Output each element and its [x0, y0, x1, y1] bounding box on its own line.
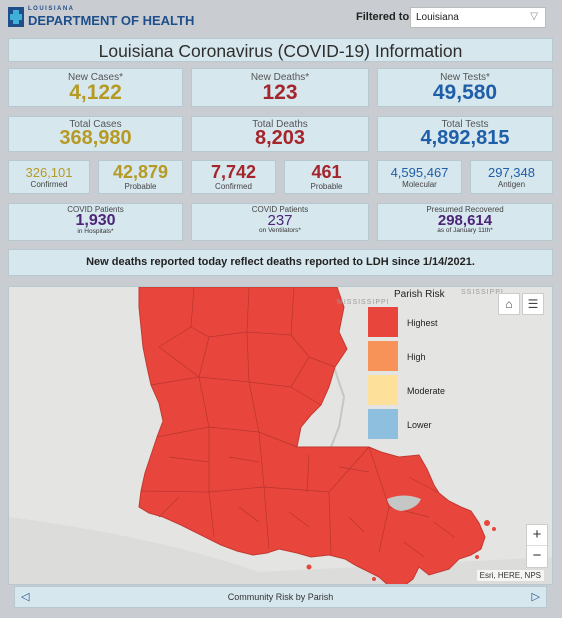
- cases-probable-value: 42,879: [112, 162, 169, 182]
- total-cases-card[interactable]: Total Cases 368,980: [8, 116, 183, 152]
- tests-antigen-label: Antigen: [497, 180, 526, 189]
- parish-risk-map[interactable]: MISSISSIPPI SSISSIPPI Parish Risk Highes…: [8, 286, 553, 585]
- new-cases-card[interactable]: New Cases* 4,122: [8, 68, 183, 107]
- ldh-logo-mark-icon: [8, 7, 24, 27]
- ventilator-card[interactable]: COVID Patients 237 on Ventilators*: [191, 203, 369, 241]
- hospital-value: 1,930: [75, 212, 116, 229]
- new-deaths-value: 123: [262, 81, 298, 104]
- hospital-sublabel: in Hospitals*: [77, 228, 114, 235]
- map-footer-nav: ◁ Community Risk by Parish ▷: [14, 586, 547, 608]
- legend-swatch-high: [368, 341, 398, 371]
- tests-molecular-label: Molecular: [402, 180, 437, 189]
- total-tests-label: Total Tests: [441, 119, 489, 130]
- louisiana-parish-map[interactable]: [9, 287, 553, 585]
- deaths-confirmed-label: Confirmed: [215, 182, 252, 191]
- ventilator-sublabel: on Ventilators*: [259, 227, 301, 234]
- list-icon: ☰: [527, 297, 539, 311]
- legend-label-highest: Highest: [407, 318, 438, 328]
- hospital-label: COVID Patients: [67, 205, 124, 214]
- legend-swatch-moderate: [368, 375, 398, 405]
- deaths-probable-value: 461: [311, 162, 342, 182]
- app-header: LOUISIANA DEPARTMENT OF HEALTH Filtered …: [0, 0, 562, 36]
- logo-state-text: LOUISIANA: [28, 6, 75, 12]
- new-tests-card[interactable]: New Tests* 49,580: [377, 68, 553, 107]
- deaths-probable-card[interactable]: 461 Probable: [284, 160, 369, 194]
- filter-label: Filtered to:: [356, 11, 413, 23]
- deaths-probable-label: Probable: [310, 182, 343, 191]
- title-panel: Louisiana Coronavirus (COVID-19) Informa…: [8, 38, 553, 62]
- home-icon: ⌂: [505, 297, 513, 311]
- cases-probable-label: Probable: [124, 182, 157, 191]
- cases-confirmed-value: 326,101: [25, 165, 73, 180]
- page-title: Louisiana Coronavirus (COVID-19) Informa…: [98, 41, 463, 61]
- deaths-confirmed-value: 7,742: [210, 162, 257, 182]
- home-button[interactable]: ⌂: [498, 293, 520, 315]
- tests-molecular-value: 4,595,467: [390, 165, 449, 180]
- cases-confirmed-label: Confirmed: [30, 180, 68, 189]
- deaths-notice: New deaths reported today reflect deaths…: [8, 249, 553, 276]
- legend-swatch-lower: [368, 409, 398, 439]
- map-attribution: Esri, HERE, NPS: [476, 570, 544, 581]
- ventilator-label: COVID Patients: [251, 205, 309, 214]
- new-deaths-label: New Deaths*: [250, 72, 310, 83]
- total-cases-value: 368,980: [59, 127, 132, 149]
- new-deaths-card[interactable]: New Deaths* 123: [191, 68, 369, 107]
- legend-title: Parish Risk: [394, 289, 445, 300]
- new-cases-label: New Cases*: [67, 72, 124, 83]
- total-tests-card[interactable]: Total Tests 4,892,815: [377, 116, 553, 152]
- prev-arrow-icon[interactable]: ◁: [21, 591, 30, 603]
- new-cases-value: 4,122: [69, 81, 122, 104]
- new-tests-value: 49,580: [432, 81, 498, 104]
- ldh-logo: LOUISIANA DEPARTMENT OF HEALTH: [6, 5, 194, 31]
- total-cases-label: Total Cases: [69, 119, 122, 130]
- total-deaths-label: Total Deaths: [252, 119, 308, 130]
- filter-dropdown[interactable]: Louisiana ▽: [410, 7, 546, 28]
- hospital-card[interactable]: COVID Patients 1,930 in Hospitals*: [8, 203, 183, 241]
- filter-selected-value: Louisiana: [416, 12, 459, 23]
- water-label-left: MISSISSIPPI: [337, 299, 390, 306]
- tests-molecular-card[interactable]: 4,595,467 Molecular: [377, 160, 462, 194]
- next-arrow-icon[interactable]: ▷: [531, 591, 540, 603]
- total-tests-value: 4,892,815: [420, 127, 510, 149]
- total-deaths-value: 8,203: [254, 127, 306, 149]
- legend-label-lower: Lower: [407, 420, 432, 430]
- deaths-confirmed-card[interactable]: 7,742 Confirmed: [191, 160, 276, 194]
- recovered-card[interactable]: Presumed Recovered 298,614 as of January…: [377, 203, 553, 241]
- footer-label: Community Risk by Parish: [227, 592, 334, 602]
- new-tests-label: New Tests*: [440, 72, 490, 83]
- legend-swatch-highest: [368, 307, 398, 337]
- legend-label-high: High: [407, 352, 426, 362]
- total-deaths-card[interactable]: Total Deaths 8,203: [191, 116, 369, 152]
- logo-department-text: DEPARTMENT OF HEALTH: [28, 13, 195, 28]
- legend-label-moderate: Moderate: [407, 386, 446, 396]
- water-label-right: SSISSIPPI: [461, 289, 504, 296]
- chevron-down-icon: ▽: [530, 11, 538, 22]
- recovered-value: 298,614: [437, 212, 493, 229]
- recovered-label: Presumed Recovered: [426, 205, 504, 214]
- map-legend: Parish Risk Highest High Moderate Lower: [365, 287, 463, 442]
- ventilator-value: 237: [267, 212, 293, 229]
- legend-toggle-button[interactable]: ☰: [522, 293, 544, 315]
- tests-antigen-card[interactable]: 297,348 Antigen: [470, 160, 553, 194]
- zoom-in-button[interactable]: +: [527, 525, 547, 546]
- cases-probable-card[interactable]: 42,879 Probable: [98, 160, 183, 194]
- recovered-sublabel: as of January 11th*: [437, 227, 493, 234]
- tests-antigen-value: 297,348: [488, 165, 535, 180]
- cases-confirmed-card[interactable]: 326,101 Confirmed: [8, 160, 90, 194]
- zoom-control: + −: [526, 524, 548, 568]
- zoom-out-button[interactable]: −: [532, 547, 542, 564]
